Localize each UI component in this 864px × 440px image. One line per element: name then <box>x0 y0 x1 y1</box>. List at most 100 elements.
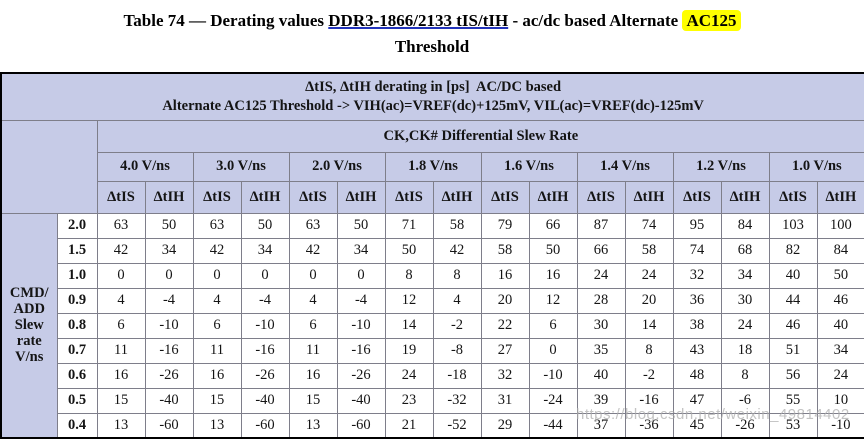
row-label: 1.0 <box>56 262 98 289</box>
data-cell: 63 <box>288 212 338 239</box>
row-label: 0.9 <box>56 287 98 314</box>
data-cell: 84 <box>720 212 770 239</box>
sub-column-header: ΔtIH <box>624 180 674 214</box>
data-cell: -26 <box>720 412 770 439</box>
data-cell: 0 <box>192 262 242 289</box>
data-cell: 68 <box>720 237 770 264</box>
data-cell: 50 <box>240 212 290 239</box>
data-cell: 4 <box>432 287 482 314</box>
header-line-1: ΔtIS, ΔtIH derating in [ps] AC/DC based <box>305 78 562 95</box>
data-cell: -10 <box>336 312 386 339</box>
data-cell: 50 <box>336 212 386 239</box>
sub-column-header: ΔtIS <box>768 180 818 214</box>
data-cell: 28 <box>576 287 626 314</box>
title-highlighted-text: AC125 <box>682 10 741 31</box>
table-row: 1.5 42 34 42 34 42 34 50 42 58 50 66 58 74 68 82 84 <box>1 237 864 264</box>
table-title-line2: Threshold <box>394 37 470 56</box>
table-main-header: ΔtIS, ΔtIH derating in [ps] AC/DC based … <box>0 72 864 121</box>
data-cell: -44 <box>528 412 578 439</box>
sub-column-header: ΔtIH <box>240 180 290 214</box>
data-cell: 37 <box>576 412 626 439</box>
data-cell: 11 <box>192 337 242 364</box>
row-group-label: CMD/ADD Slew rate V/ns <box>0 212 58 439</box>
data-cell: 82 <box>768 237 818 264</box>
table-row: 0.9 4 -4 4 -4 4 -4 12 4 20 12 28 20 36 30 44 46 <box>1 287 864 314</box>
data-cell: 4 <box>288 287 338 314</box>
data-cell: -4 <box>336 287 386 314</box>
data-cell: 16 <box>480 262 530 289</box>
data-cell: 15 <box>96 387 146 414</box>
slew-rate-column-header: 1.4 V/ns <box>576 151 674 182</box>
data-cell: 0 <box>96 262 146 289</box>
data-cell: 4 <box>192 287 242 314</box>
sub-column-header: ΔtIS <box>96 180 146 214</box>
data-cell: -2 <box>432 312 482 339</box>
data-cell: -26 <box>144 362 194 389</box>
data-cell: -16 <box>240 337 290 364</box>
table-title: Table 74 — Derating values DDR3-1866/213… <box>0 8 864 60</box>
data-cell: 103 <box>768 212 818 239</box>
data-cell: 50 <box>816 262 864 289</box>
data-cell: 4 <box>96 287 146 314</box>
data-cell: -16 <box>336 337 386 364</box>
data-cell: 79 <box>480 212 530 239</box>
data-cell: -32 <box>432 387 482 414</box>
data-cell: 51 <box>768 337 818 364</box>
data-cell: 46 <box>816 287 864 314</box>
data-cell: 13 <box>96 412 146 439</box>
data-cell: 74 <box>672 237 722 264</box>
row-label: 2.0 <box>56 212 98 239</box>
data-cell: 24 <box>624 262 674 289</box>
data-cell: 13 <box>192 412 242 439</box>
data-cell: 58 <box>480 237 530 264</box>
data-cell: 42 <box>96 237 146 264</box>
data-cell: 100 <box>816 212 864 239</box>
data-cell: 43 <box>672 337 722 364</box>
sub-column-header: ΔtIH <box>336 180 386 214</box>
data-cell: 42 <box>288 237 338 264</box>
data-cell: -10 <box>816 412 864 439</box>
row-label: 0.6 <box>56 362 98 389</box>
data-cell: -10 <box>144 312 194 339</box>
data-cell: 20 <box>480 287 530 314</box>
data-cell: 34 <box>240 237 290 264</box>
data-cell: 56 <box>768 362 818 389</box>
data-cell: 6 <box>288 312 338 339</box>
data-cell: -26 <box>336 362 386 389</box>
data-cell: -60 <box>240 412 290 439</box>
data-cell: 0 <box>336 262 386 289</box>
slew-rate-column-header: 1.0 V/ns <box>768 151 864 182</box>
data-cell: 0 <box>288 262 338 289</box>
data-cell: 63 <box>192 212 242 239</box>
data-cell: -4 <box>144 287 194 314</box>
data-cell: 74 <box>624 212 674 239</box>
data-cell: 6 <box>528 312 578 339</box>
data-cell: 14 <box>624 312 674 339</box>
data-cell: 8 <box>384 262 434 289</box>
title-text-middle: - ac/dc based Alternate <box>508 11 683 30</box>
data-cell: 34 <box>144 237 194 264</box>
data-cell: -40 <box>144 387 194 414</box>
data-cell: 12 <box>384 287 434 314</box>
data-cell: 16 <box>192 362 242 389</box>
data-cell: 58 <box>432 212 482 239</box>
data-cell: 19 <box>384 337 434 364</box>
slew-rate-column-header: 2.0 V/ns <box>288 151 386 182</box>
row-label: 0.7 <box>56 337 98 364</box>
data-cell: 23 <box>384 387 434 414</box>
row-label: 1.5 <box>56 237 98 264</box>
data-cell: 50 <box>528 237 578 264</box>
data-cell: 48 <box>672 362 722 389</box>
derating-table: ΔtIS, ΔtIH derating in [ps] AC/DC based … <box>0 72 864 439</box>
row-label: 0.4 <box>56 412 98 439</box>
data-cell: 50 <box>144 212 194 239</box>
table-row: 0.6 16 -26 16 -26 16 -26 24 -18 32 -10 40 -2 48 8 56 24 <box>1 362 864 389</box>
data-cell: 24 <box>720 312 770 339</box>
data-cell: 32 <box>480 362 530 389</box>
data-cell: 71 <box>384 212 434 239</box>
sub-column-header: ΔtIS <box>672 180 722 214</box>
data-cell: 45 <box>672 412 722 439</box>
table-row: 0.5 15 -40 15 -40 15 -40 23 -32 31 -24 39 -16 47 -6 55 1… <box>1 387 864 414</box>
data-cell: 0 <box>528 337 578 364</box>
